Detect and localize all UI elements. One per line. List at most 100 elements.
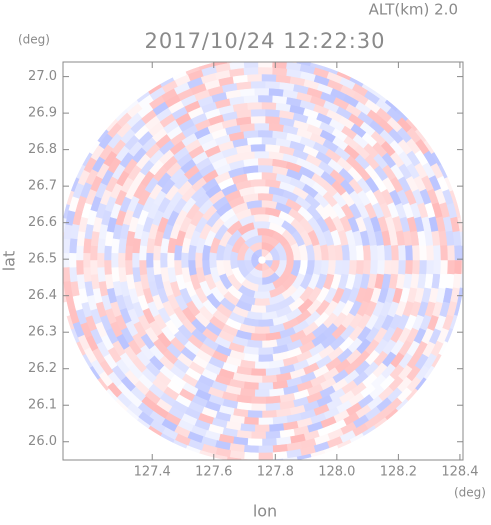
radar-cell <box>173 244 183 261</box>
radar-cell <box>258 94 274 103</box>
y-unit: (deg) <box>18 33 50 47</box>
radar-cell <box>239 87 256 97</box>
radar-cell <box>261 438 277 447</box>
radar-cell <box>246 374 263 384</box>
radar-cell <box>390 244 400 261</box>
plot-frame <box>62 61 464 461</box>
y-tick-label: 26.8 <box>28 142 57 157</box>
radar-cell <box>255 57 269 60</box>
radar-cell <box>75 245 84 261</box>
radar-cell <box>247 410 263 419</box>
radar-cell <box>254 150 270 159</box>
radar-cell <box>59 246 62 260</box>
radar-cell <box>250 178 267 188</box>
y-axis-label: lat <box>0 251 19 272</box>
radar-cell <box>376 244 386 261</box>
radar-cell <box>454 245 463 261</box>
radar-cell <box>253 290 271 300</box>
radar-cell <box>348 244 358 261</box>
radar-cell <box>390 259 400 276</box>
y-tick-label: 26.9 <box>28 106 57 121</box>
radar-cell <box>247 73 263 82</box>
radar-cell <box>397 259 407 276</box>
radar-cell <box>257 192 274 202</box>
radar-cell <box>68 252 77 268</box>
radar-cell <box>194 251 203 269</box>
radar-cell <box>447 259 456 275</box>
radar-cell <box>440 245 449 261</box>
radar-cell <box>152 259 162 276</box>
radar-cell <box>253 213 271 222</box>
radar-cell <box>459 273 463 289</box>
radar-cell <box>246 171 263 181</box>
radar-cell <box>247 101 263 110</box>
radar-cell <box>250 108 266 117</box>
radar-cell <box>261 171 278 181</box>
radar-cell <box>454 259 463 275</box>
x-axis-label: lon <box>253 502 277 521</box>
radar-cell <box>383 244 393 261</box>
radar-cell <box>258 354 274 363</box>
radar-cell <box>254 424 270 433</box>
radar-cell <box>250 115 266 124</box>
radar-cell <box>254 87 270 96</box>
radar-cell <box>376 259 386 276</box>
radar-cell <box>412 259 421 275</box>
y-tick-label: 26.0 <box>28 434 57 449</box>
chart-title: 2017/10/24 12:22:30 <box>144 29 385 53</box>
radar-cell <box>250 431 266 440</box>
radar-cell <box>405 245 414 261</box>
radar-cell <box>341 259 351 276</box>
y-tick-label: 26.6 <box>28 215 57 230</box>
radar-cell <box>447 245 456 261</box>
radar-cell <box>348 259 358 276</box>
radar-cell <box>265 395 281 405</box>
radar-cell <box>257 318 274 328</box>
radar-cell <box>68 237 78 254</box>
radar-cell <box>247 438 263 447</box>
radar-cell <box>243 381 259 391</box>
radar-cell <box>268 423 285 433</box>
radar-cell <box>152 244 162 261</box>
radar-cell <box>383 259 393 276</box>
radar-cell <box>253 298 271 307</box>
radar-cell <box>254 361 270 370</box>
x-unit: (deg) <box>454 486 486 500</box>
radar-cell <box>362 244 372 261</box>
radar-cell <box>265 115 281 125</box>
radar-cell <box>243 416 259 426</box>
radar-cell <box>426 245 435 261</box>
radar-cell <box>159 252 168 268</box>
radar-cell <box>138 259 148 276</box>
radar-cell <box>258 382 274 391</box>
radar-cell <box>419 245 428 261</box>
radar-cell <box>124 244 134 261</box>
radar-cell <box>459 231 463 247</box>
radar-cell <box>173 259 183 276</box>
radar-cell <box>258 129 274 138</box>
radar-field <box>59 57 463 460</box>
radar-cell <box>249 206 267 216</box>
radar-cell <box>397 244 407 261</box>
radar-cell <box>250 368 266 377</box>
radar-cell <box>250 332 267 342</box>
radar-cell <box>239 423 256 433</box>
radar-cell <box>229 250 239 270</box>
x-tick-label: 127.4 <box>134 465 171 480</box>
radar-cell <box>63 252 70 268</box>
radar-cell <box>246 136 263 146</box>
radar-cell <box>241 57 255 61</box>
radar-cell <box>253 220 271 230</box>
radar-cell <box>145 252 154 268</box>
radar-cell <box>258 445 274 454</box>
radar-cell <box>250 143 266 152</box>
radar-cell <box>243 444 259 454</box>
radar-cell <box>68 266 78 283</box>
radar-cell <box>96 252 105 268</box>
radar-cell <box>250 396 266 405</box>
radar-cell <box>369 259 379 276</box>
radar-cell <box>249 304 267 314</box>
radar-cell <box>254 389 270 398</box>
radar-cell <box>355 244 365 261</box>
radar-cell <box>341 244 351 261</box>
